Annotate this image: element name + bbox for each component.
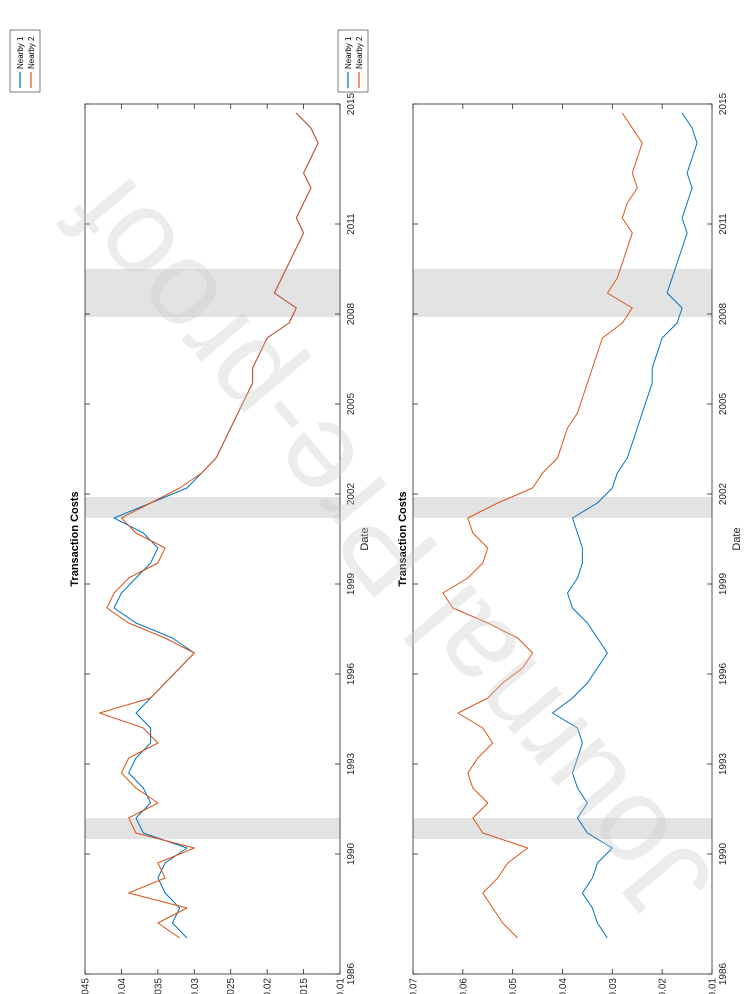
shaded-period xyxy=(85,269,340,317)
y-tick-label: 0.03 xyxy=(608,978,619,994)
y-tick-label: 0.03 xyxy=(190,978,201,994)
shaded-period xyxy=(413,818,712,839)
y-tick-label: 0.035 xyxy=(153,978,164,994)
x-tick-label: 1996 xyxy=(346,662,357,685)
x-tick-label: 2011 xyxy=(718,213,729,235)
y-tick-label: 0.05 xyxy=(508,978,519,994)
x-tick-label: 2005 xyxy=(346,392,357,415)
x-tick-label: 1986 xyxy=(346,962,357,985)
y-tick-label: 0.04 xyxy=(117,978,128,994)
legend-label: Nearby 2 xyxy=(27,36,36,69)
y-tick-label: 0.025 xyxy=(226,978,237,994)
x-tick-label: 2011 xyxy=(346,213,357,235)
x-tick-label: 1986 xyxy=(718,962,729,985)
x-tick-label: 2008 xyxy=(718,302,729,325)
x-axis-label: Date xyxy=(359,527,371,550)
x-axis-label: Date xyxy=(731,527,743,550)
series-line-nearby-2 xyxy=(442,112,643,939)
plot-frame xyxy=(84,103,341,975)
x-tick-label: 2002 xyxy=(346,482,357,505)
x-tick-label: 2015 xyxy=(718,92,729,115)
x-tick-label: 1990 xyxy=(346,842,357,865)
y-tick-label: 0.04 xyxy=(558,978,569,994)
shaded-period xyxy=(413,497,712,518)
chart-title: Transaction Costs xyxy=(69,491,81,586)
x-tick-label: 2005 xyxy=(718,392,729,415)
series-line-nearby-2 xyxy=(99,112,319,939)
legend-box xyxy=(337,29,369,93)
x-tick-label: 1999 xyxy=(718,572,729,595)
y-tick-label: 0.06 xyxy=(458,978,469,994)
shaded-period xyxy=(85,818,340,839)
chart-1: 1986 1990 1993 1996 1999 2002 2005 2008 2011 2015… xyxy=(9,29,371,994)
x-tick-label: 1996 xyxy=(718,662,729,685)
x-tick-label: 1999 xyxy=(346,572,357,595)
shaded-period xyxy=(413,269,712,317)
y-tick-label: 0.045 xyxy=(81,978,92,994)
chart-2: 1986 1990 1993 1996 1999 2002 2005 2008 2011 2015… xyxy=(337,29,743,994)
x-tick-label: 2008 xyxy=(346,302,357,325)
y-tick-label: 0.01 xyxy=(708,978,719,994)
x-tick-label: 2002 xyxy=(718,482,729,505)
x-tick-label: 1990 xyxy=(718,842,729,865)
x-tick-label: 1993 xyxy=(346,752,357,775)
legend-box xyxy=(9,29,41,93)
y-tick-label: 0.07 xyxy=(409,978,420,994)
y-tick-label: 0.02 xyxy=(263,978,274,994)
shaded-period xyxy=(85,497,340,518)
x-tick-label: 2015 xyxy=(346,92,357,115)
legend-label: Nearby 1 xyxy=(16,36,25,69)
y-tick-label: 0.02 xyxy=(658,978,669,994)
series-line-nearby-1 xyxy=(552,112,698,939)
y-tick-label: 0.015 xyxy=(299,978,310,994)
y-tick-label: 0.01 xyxy=(336,978,347,994)
x-tick-label: 1993 xyxy=(718,752,729,775)
legend-label: Nearby 2 xyxy=(355,36,364,69)
chart-title: Transaction Costs xyxy=(397,491,409,586)
legend-label: Nearby 1 xyxy=(344,36,353,69)
